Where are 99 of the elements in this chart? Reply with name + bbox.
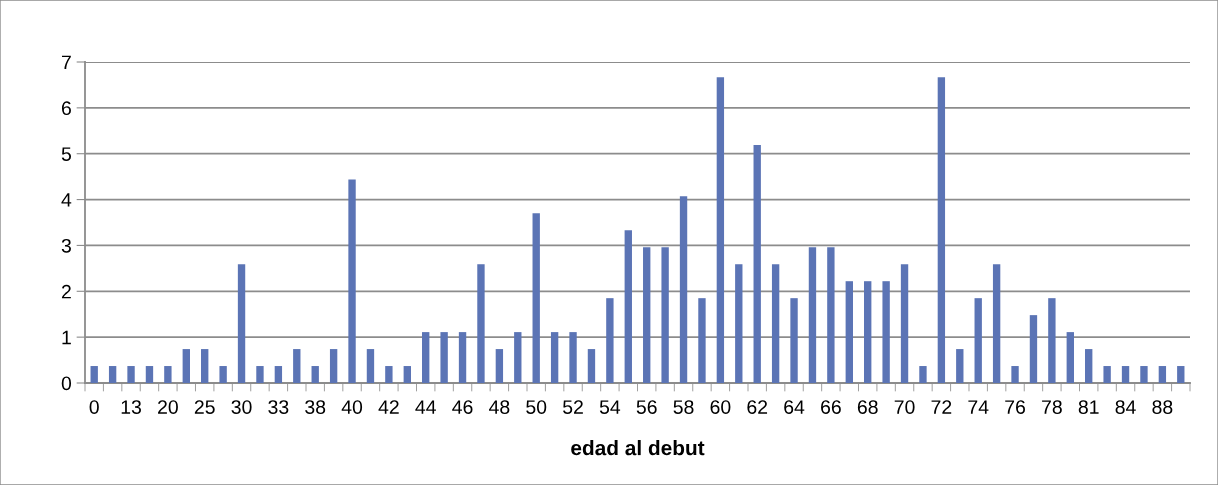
bar: [293, 349, 301, 383]
bar: [1103, 366, 1111, 383]
bar: [145, 366, 154, 383]
x-tick-label: 64: [784, 400, 805, 414]
bar: [311, 366, 319, 383]
bar: [532, 213, 540, 383]
bar: [458, 332, 467, 383]
bar: [219, 366, 227, 383]
x-tick-label: 84: [1115, 400, 1136, 414]
y-tick-label: 7: [61, 55, 71, 70]
bar: [1048, 298, 1056, 383]
bar: [1029, 315, 1038, 383]
x-tick-label: 62: [747, 400, 768, 414]
x-tick-label: 70: [894, 400, 915, 414]
bar: [90, 366, 98, 383]
bar: [348, 179, 356, 383]
bar: [827, 247, 835, 383]
x-tick-label: 25: [194, 400, 215, 414]
bar: [900, 264, 909, 383]
x-tick-label: 38: [305, 400, 326, 414]
bar: [182, 349, 190, 383]
bar: [256, 366, 264, 383]
bar: [716, 77, 725, 383]
y-tick-label: 6: [61, 101, 71, 116]
bar: [771, 264, 780, 383]
x-axis-title: edad al debut: [571, 440, 705, 456]
x-tick-label: 13: [121, 400, 141, 414]
bar: [274, 366, 283, 383]
x-tick-label: 33: [268, 400, 289, 414]
bar: [919, 366, 927, 383]
bar: [1085, 349, 1093, 383]
bar: [882, 281, 890, 383]
bar: [1177, 366, 1185, 383]
bar: [624, 230, 632, 383]
x-tick-label: 20: [158, 400, 178, 414]
y-tick-label: 5: [61, 147, 71, 161]
bar: [974, 298, 982, 383]
y-tick-label: 4: [61, 193, 72, 207]
bar: [661, 247, 669, 383]
bar: [201, 349, 209, 383]
bar: [237, 264, 246, 383]
bar: [937, 77, 946, 383]
bar: [550, 332, 559, 383]
x-tick-label: 0: [89, 400, 99, 414]
x-tick-label: 76: [1005, 400, 1025, 414]
x-tick-label: 58: [673, 400, 694, 414]
bar: [864, 281, 872, 383]
x-tick-label: 52: [563, 400, 583, 414]
bar: [1011, 366, 1019, 383]
x-tick-label: 54: [599, 400, 621, 414]
bar: [385, 366, 393, 383]
bar: [956, 349, 964, 383]
bar: [679, 196, 688, 383]
bar: [1158, 366, 1167, 383]
x-tick-label: 50: [526, 400, 547, 414]
bar: [698, 298, 706, 383]
x-tick-label: 68: [857, 400, 878, 414]
x-tick-label: 60: [710, 400, 731, 414]
bar: [477, 264, 485, 383]
y-tick-label: 2: [61, 284, 71, 299]
bar: [422, 332, 430, 383]
y-tick-label: 3: [61, 238, 71, 253]
bar: [753, 145, 761, 383]
x-tick-label: 56: [636, 400, 657, 414]
x-tick-label: 48: [489, 400, 510, 414]
x-tick-label: 40: [341, 400, 363, 414]
bar: [164, 366, 172, 383]
x-tick-label: 81: [1078, 400, 1099, 414]
bar: [790, 298, 798, 383]
bar: [569, 332, 577, 383]
bar: [606, 298, 614, 383]
x-tick-label: 42: [378, 400, 399, 414]
bar: [329, 349, 338, 383]
bar: [643, 247, 651, 383]
bar: [808, 247, 817, 383]
bar: [366, 349, 375, 383]
bar: [514, 332, 522, 383]
bar: [845, 281, 853, 383]
bar: [1066, 332, 1074, 383]
x-tick-label: 66: [821, 400, 841, 414]
y-tick-label: 0: [61, 376, 72, 391]
bar: [440, 332, 448, 383]
bar: [587, 349, 596, 383]
x-tick-label: 46: [452, 400, 473, 414]
x-tick-label: 74: [968, 400, 989, 414]
bar: [992, 264, 1001, 383]
bar: [1121, 366, 1130, 383]
bar: [735, 264, 743, 383]
bar: [1140, 366, 1148, 383]
x-tick-label: 44: [415, 400, 436, 414]
x-tick-label: 88: [1152, 400, 1173, 414]
x-tick-label: 78: [1042, 400, 1062, 414]
bar: [127, 366, 135, 383]
bar: [108, 366, 117, 383]
bar: [495, 349, 504, 383]
x-tick-label: 30: [231, 400, 252, 414]
bar: [403, 366, 411, 383]
x-tick-label: 72: [931, 400, 952, 414]
y-tick-label: 1: [62, 330, 71, 345]
